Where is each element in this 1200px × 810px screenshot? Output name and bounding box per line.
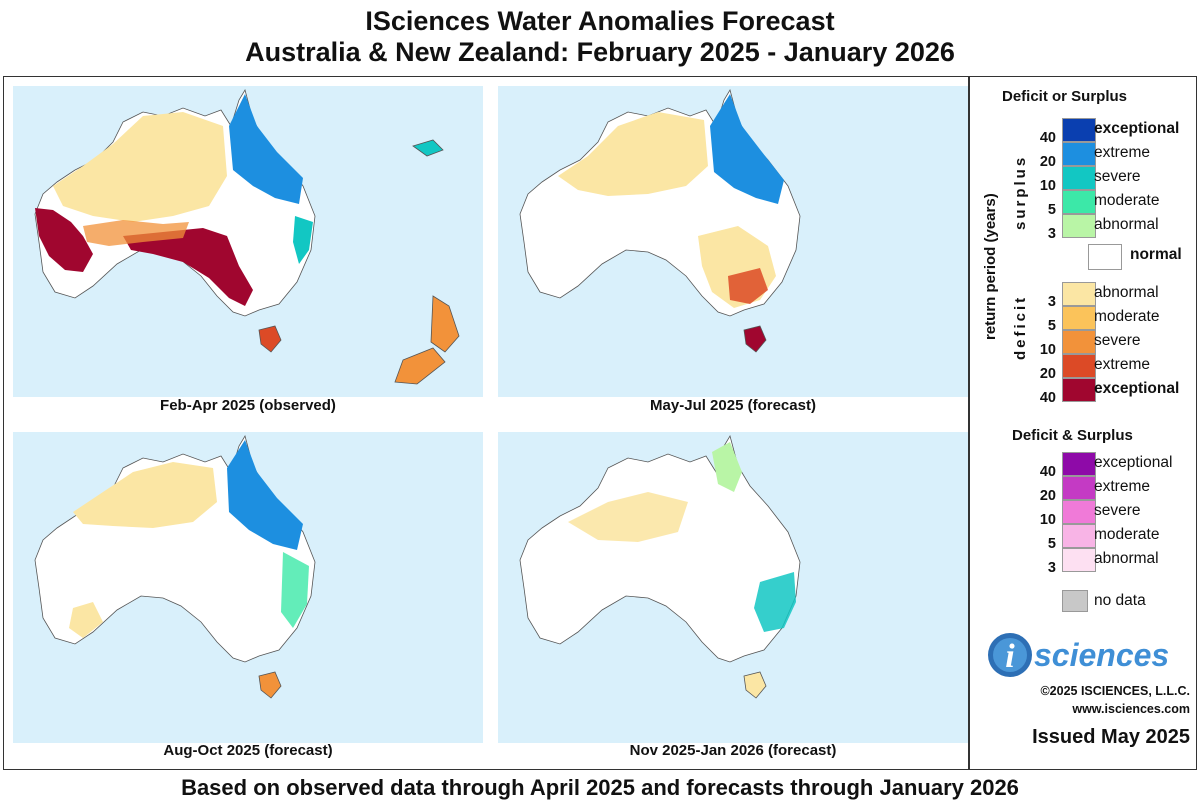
legend-label-surplus-0: exceptional bbox=[1094, 120, 1180, 137]
caption-feb-apr: Feb-Apr 2025 (observed) bbox=[160, 397, 336, 414]
legend-tick-deficit-0: 3 bbox=[1047, 294, 1056, 310]
legend-tick-surplus-0: 40 bbox=[1039, 130, 1056, 146]
legend-label-deficit-4: exceptional bbox=[1094, 380, 1180, 397]
surplus-extreme-northeast bbox=[227, 440, 303, 550]
legend-label-both-4: abnormal bbox=[1094, 550, 1159, 567]
logo-text: sciences bbox=[1034, 637, 1169, 673]
website: www.isciences.com bbox=[1072, 702, 1190, 716]
map-nov-jan bbox=[519, 434, 801, 699]
legend-swatch-surplus-2 bbox=[1062, 166, 1096, 190]
deficit-abnormal-north bbox=[73, 462, 217, 528]
legend-tick-surplus-3: 5 bbox=[1047, 202, 1056, 218]
legend-swatch-surplus-3 bbox=[1062, 190, 1096, 214]
deficit-abnormal-north bbox=[53, 112, 227, 222]
surplus-severe-east bbox=[293, 216, 313, 264]
caption-aug-oct: Aug-Oct 2025 (forecast) bbox=[163, 742, 333, 759]
legend-tick-both-0: 40 bbox=[1039, 464, 1056, 480]
legend-swatch-deficit-4 bbox=[1062, 378, 1096, 402]
legend-tick-surplus-1: 20 bbox=[1039, 154, 1056, 170]
legend-title-deficit-or-surplus: Deficit or Surplus bbox=[1002, 88, 1128, 105]
surplus-moderate-east bbox=[281, 552, 309, 628]
map-feb-apr bbox=[34, 88, 460, 385]
legend-deficit-label: deficit bbox=[1012, 294, 1029, 360]
deficit-abnormal-west bbox=[69, 602, 103, 638]
deficit-abnormal-north bbox=[558, 112, 708, 196]
legend-swatch-both-4 bbox=[1062, 548, 1096, 572]
legend-label-both-2: severe bbox=[1094, 502, 1141, 519]
deficit-moderate-center bbox=[83, 220, 189, 246]
legend-swatch-both-0 bbox=[1062, 452, 1096, 476]
legend-label-both-3: moderate bbox=[1094, 526, 1160, 543]
legend-label-deficit-0: abnormal bbox=[1094, 284, 1159, 301]
caption-may-jul: May-Jul 2025 (forecast) bbox=[650, 397, 816, 414]
isciences-logo: i sciences bbox=[988, 633, 1169, 677]
legend-surplus-label: surplus bbox=[1012, 154, 1029, 230]
map-panel-aug-oct bbox=[13, 432, 483, 743]
map-panel-feb-apr bbox=[13, 86, 483, 397]
deficit-exceptional-south bbox=[123, 228, 253, 306]
map-panel-may-jul bbox=[498, 86, 968, 397]
australia-landmass bbox=[519, 434, 801, 663]
legend-tick-both-1: 20 bbox=[1039, 488, 1056, 504]
legend-label-normal: normal bbox=[1130, 246, 1182, 263]
figure-frame bbox=[3, 76, 1197, 770]
legend-swatch-both-1 bbox=[1062, 476, 1096, 500]
tasmania bbox=[743, 325, 767, 353]
issued-date: Issued May 2025 bbox=[1032, 726, 1190, 748]
tasmania bbox=[743, 671, 767, 699]
legend-divider bbox=[968, 76, 970, 770]
legend-tick-both-3: 5 bbox=[1047, 536, 1056, 552]
map-title: ISciences Water Anomalies Forecast Austr… bbox=[0, 6, 1200, 68]
legend-tick-deficit-1: 5 bbox=[1047, 318, 1056, 334]
tasmania bbox=[258, 671, 282, 699]
legend-title-both: Deficit & Surplus bbox=[1012, 427, 1133, 444]
legend-label-deficit-3: extreme bbox=[1094, 356, 1150, 373]
map-title-line1: ISciences Water Anomalies Forecast bbox=[365, 6, 835, 36]
legend-label-deficit-2: severe bbox=[1094, 332, 1141, 349]
deficit-extreme-southeast bbox=[728, 268, 768, 304]
legend-tick-surplus-2: 10 bbox=[1039, 178, 1056, 194]
legend-tick-deficit-3: 20 bbox=[1039, 366, 1056, 382]
legend-swatch-surplus-4 bbox=[1062, 214, 1096, 238]
legend-tick-deficit-2: 10 bbox=[1039, 342, 1056, 358]
map-aug-oct bbox=[34, 434, 316, 699]
legend-swatch-normal bbox=[1088, 244, 1122, 270]
legend-swatch-surplus-0 bbox=[1062, 118, 1096, 142]
surplus-abnormal-north bbox=[712, 442, 742, 492]
legend-label-deficit-1: moderate bbox=[1094, 308, 1160, 325]
legend-label-surplus-3: moderate bbox=[1094, 192, 1160, 209]
map-title-line2: Australia & New Zealand: February 2025 -… bbox=[245, 37, 955, 67]
logo-letter: i bbox=[1005, 638, 1015, 675]
legend-tick-both-2: 10 bbox=[1039, 512, 1056, 528]
surplus-extreme-northeast bbox=[710, 94, 784, 204]
legend-tick-deficit-4: 40 bbox=[1039, 390, 1056, 406]
legend-tick-surplus-4: 3 bbox=[1047, 226, 1056, 242]
legend-swatch-surplus-1 bbox=[1062, 142, 1096, 166]
legend-swatch-both-2 bbox=[1062, 500, 1096, 524]
legend-swatch-no-data bbox=[1062, 590, 1088, 612]
legend-label-surplus-1: extreme bbox=[1094, 144, 1150, 161]
legend-swatch-deficit-2 bbox=[1062, 330, 1096, 354]
tasmania bbox=[258, 325, 282, 353]
map-panel-nov-jan bbox=[498, 432, 968, 743]
legend-swatch-deficit-1 bbox=[1062, 306, 1096, 330]
legend-swatch-deficit-3 bbox=[1062, 354, 1096, 378]
copyright: ©2025 ISCIENCES, L.L.C. bbox=[1040, 684, 1190, 698]
legend-axis-label: return period (years) bbox=[982, 193, 999, 340]
map-may-jul bbox=[519, 88, 801, 353]
deficit-abnormal-scattered bbox=[568, 492, 688, 542]
legend-swatch-both-3 bbox=[1062, 524, 1096, 548]
deficit-exceptional-region bbox=[35, 208, 93, 272]
legend-label-surplus-4: abnormal bbox=[1094, 216, 1159, 233]
legend-label-no-data: no data bbox=[1094, 592, 1146, 609]
legend-swatch-deficit-0 bbox=[1062, 282, 1096, 306]
legend-label-surplus-2: severe bbox=[1094, 168, 1141, 185]
footer-note: Based on observed data through April 202… bbox=[181, 775, 1019, 800]
legend-tick-both-4: 3 bbox=[1047, 560, 1056, 576]
legend-label-both-1: extreme bbox=[1094, 478, 1150, 495]
surplus-severe-east bbox=[754, 572, 796, 632]
legend-label-both-0: exceptional bbox=[1094, 454, 1173, 471]
caption-nov-jan: Nov 2025-Jan 2026 (forecast) bbox=[629, 742, 837, 759]
surplus-extreme-northeast bbox=[229, 94, 303, 204]
